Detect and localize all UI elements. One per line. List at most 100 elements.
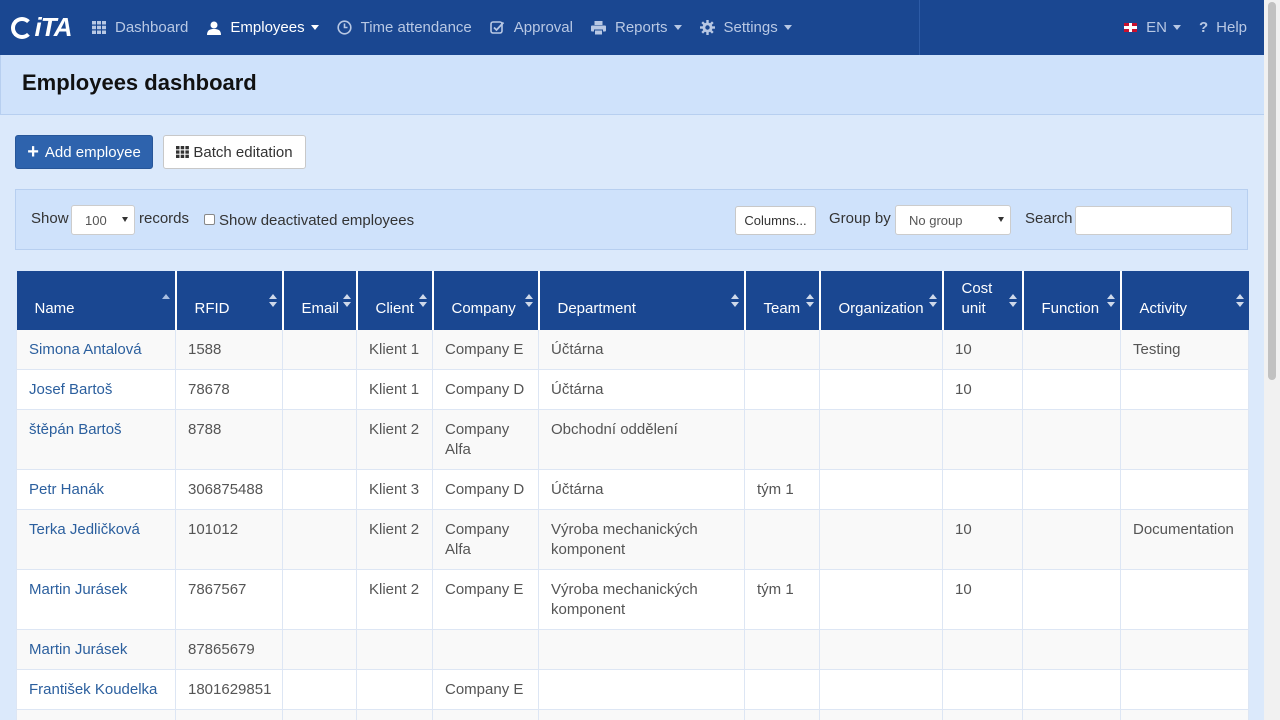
show-deactivated-label[interactable]: Show deactivated employees (219, 212, 415, 229)
cell-organization (819, 569, 943, 630)
batch-edit-button[interactable]: Batch editation (163, 135, 306, 169)
table-row[interactable]: Josef Bartoš 78678 Klient 1 Company D Účtárn… (16, 369, 1249, 410)
table-row[interactable]: František Koudelka 1801629851 Company E (16, 669, 1249, 710)
cell-rfid: 7867567 (175, 569, 283, 630)
table-row[interactable]: Petr Hanák 306875488 Klient 3 Company D Účtá… (16, 469, 1249, 510)
nav-divider (919, 0, 920, 55)
nav-reports[interactable]: Reports (582, 0, 691, 55)
uk-flag-icon (1124, 23, 1138, 32)
column-header-team[interactable]: Team (744, 271, 821, 330)
nav-approval[interactable]: Approval (481, 0, 582, 55)
cell-team (744, 330, 820, 370)
show-deactivated-checkbox[interactable] (204, 214, 215, 225)
cell-team (744, 369, 820, 410)
cell-company (432, 629, 539, 670)
cell-name[interactable]: Terka Jedličková (16, 509, 176, 570)
cell-email (282, 629, 357, 670)
column-header-cost-unit[interactable]: Cost unit (942, 271, 1024, 330)
scrollbar-thumb[interactable] (1268, 2, 1276, 380)
cell-team (744, 509, 820, 570)
search-input[interactable] (1075, 206, 1232, 235)
column-header-client[interactable]: Client (356, 271, 434, 330)
vertical-scrollbar[interactable] (1264, 0, 1280, 720)
table-row-partial (16, 709, 1249, 720)
cell-function (1022, 469, 1121, 510)
cell-name[interactable]: František Koudelka (16, 669, 176, 710)
cell-function (1022, 629, 1121, 670)
cell-function (1022, 669, 1121, 710)
cell-email (282, 669, 357, 710)
cell-department (538, 669, 745, 710)
records-per-page-value: 100 (85, 212, 107, 228)
cell-empty (538, 709, 745, 720)
language-label: EN (1146, 19, 1167, 36)
cell-rfid: 101012 (175, 509, 283, 570)
logo-text: iTA (34, 12, 73, 42)
cell-company: Company Alfa (432, 409, 539, 470)
table-row[interactable]: štěpán Bartoš 8788 Klient 2 Company Alfa Obc… (16, 409, 1249, 470)
records-label: records (139, 210, 190, 227)
sort-asc-icon (161, 294, 170, 308)
group-by-select[interactable]: No group (895, 205, 1011, 235)
cell-rfid: 1588 (175, 330, 283, 370)
column-header-name[interactable]: Name (16, 271, 177, 330)
nav-dashboard[interactable]: Dashboard (82, 0, 197, 55)
sort-icon (730, 294, 739, 308)
cell-company: Company Alfa (432, 509, 539, 570)
columns-button[interactable]: Columns... (735, 206, 816, 235)
nav-approval-label: Approval (513, 19, 573, 36)
table-header-row: Name RFID Email Client Company Departmen… (16, 271, 1249, 330)
cell-activity (1120, 569, 1249, 630)
column-header-department[interactable]: Department (538, 271, 746, 330)
cell-empty (942, 709, 1023, 720)
language-selector[interactable]: EN (1115, 0, 1190, 55)
add-employee-label: Add employee (44, 143, 141, 161)
cell-activity: Documentation (1120, 509, 1249, 570)
sort-icon (928, 294, 937, 308)
table-row[interactable]: Martin Jurásek 7867567 Klient 2 Company E Vý… (16, 569, 1249, 630)
cell-name[interactable]: Simona Antalová (16, 330, 176, 370)
cell-organization (819, 629, 943, 670)
cell-team (744, 669, 820, 710)
sort-icon (342, 294, 351, 308)
cell-empty (282, 709, 357, 720)
ita-logo[interactable]: iTA (0, 0, 82, 55)
column-header-organization[interactable]: Organization (819, 271, 944, 330)
cell-team: tým 1 (744, 569, 820, 630)
nav-time-attendance[interactable]: Time attendance (328, 0, 481, 55)
cell-client: Klient 1 (356, 369, 433, 410)
filter-bar: Show 100 records Show deactivated employ… (15, 189, 1248, 250)
cell-name[interactable]: Martin Jurásek (16, 629, 176, 670)
column-header-rfid[interactable]: RFID (175, 271, 284, 330)
chevron-down-icon (783, 25, 792, 30)
help-link[interactable]: ? Help (1190, 0, 1256, 55)
cell-name[interactable]: Martin Jurásek (16, 569, 176, 630)
column-header-label: Client (375, 300, 414, 317)
sort-icon (418, 294, 427, 308)
nav-employees[interactable]: Employees (197, 0, 327, 55)
column-header-label: Cost unit (961, 280, 993, 317)
cell-name[interactable]: štěpán Bartoš (16, 409, 176, 470)
nav-settings[interactable]: Settings (691, 0, 801, 55)
cell-rfid: 78678 (175, 369, 283, 410)
cell-department (538, 629, 745, 670)
column-header-function[interactable]: Function (1022, 271, 1122, 330)
table-row[interactable]: Simona Antalová 1588 Klient 1 Company E Účtá… (16, 330, 1249, 370)
sort-icon (805, 294, 814, 308)
column-header-email[interactable]: Email (282, 271, 358, 330)
column-header-activity[interactable]: Activity (1120, 271, 1249, 330)
clock-icon (337, 20, 353, 36)
column-header-label: Department (557, 300, 636, 317)
sort-icon (1008, 294, 1017, 308)
records-per-page-select[interactable]: 100 (71, 205, 135, 235)
table-row[interactable]: Martin Jurásek 87865679 (16, 629, 1249, 670)
cell-function (1022, 509, 1121, 570)
cell-function (1022, 369, 1121, 410)
cell-name[interactable]: Josef Bartoš (16, 369, 176, 410)
cell-name[interactable]: Petr Hanák (16, 469, 176, 510)
nav-reports-label: Reports (614, 19, 668, 36)
cell-activity (1120, 369, 1249, 410)
table-row[interactable]: Terka Jedličková 101012 Klient 2 Company Al… (16, 509, 1249, 570)
column-header-company[interactable]: Company (432, 271, 540, 330)
add-employee-button[interactable]: + Add employee (15, 135, 153, 169)
